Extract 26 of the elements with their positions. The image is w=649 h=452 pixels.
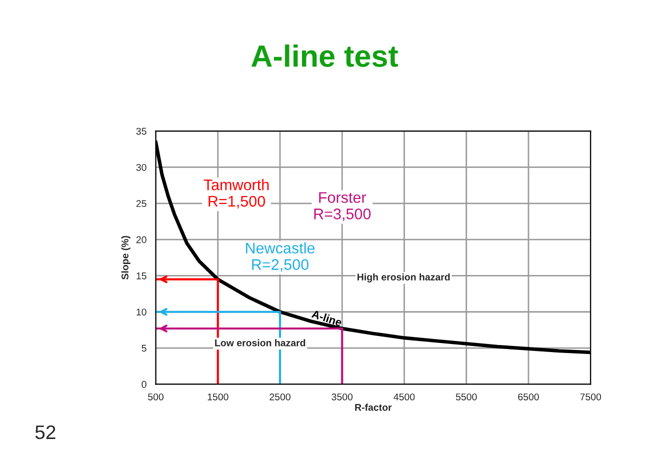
annotation: High erosion hazard bbox=[358, 273, 450, 282]
y-tick-label: 25 bbox=[136, 200, 146, 208]
y-tick-label: 15 bbox=[136, 272, 146, 280]
text: A-line bbox=[311, 310, 343, 327]
y-tick-label: 0 bbox=[142, 380, 146, 388]
text: Newcastle R=2,500 bbox=[246, 242, 315, 272]
text: Tamworth R=1,500 bbox=[204, 179, 269, 208]
x-tick-label: 2500 bbox=[270, 393, 290, 400]
x-tick-label: 500 bbox=[148, 393, 164, 400]
y-tick-label: 30 bbox=[136, 164, 146, 171]
y-tick-label: 20 bbox=[136, 236, 146, 244]
chart-title: A-line test bbox=[251, 44, 398, 67]
text: Forster R=3,500 bbox=[314, 192, 371, 222]
y-tick-label: 5 bbox=[142, 344, 146, 352]
y-tick-label: 10 bbox=[136, 308, 146, 316]
x-tick-label: 5500 bbox=[456, 393, 477, 400]
x-axis-title: R-factor bbox=[355, 404, 392, 411]
x-tick-label: 3500 bbox=[332, 393, 353, 400]
x-tick-label: 1500 bbox=[208, 393, 228, 400]
annotation: Low erosion hazard bbox=[215, 339, 306, 346]
x-tick-label: 6500 bbox=[518, 393, 539, 400]
text: 52 bbox=[35, 425, 56, 440]
x-tick-label: 7500 bbox=[580, 393, 602, 400]
x-tick-label: 4500 bbox=[394, 393, 415, 400]
y-tick-label: 35 bbox=[136, 128, 146, 135]
y-axis-title: Slope (%) bbox=[121, 236, 130, 280]
